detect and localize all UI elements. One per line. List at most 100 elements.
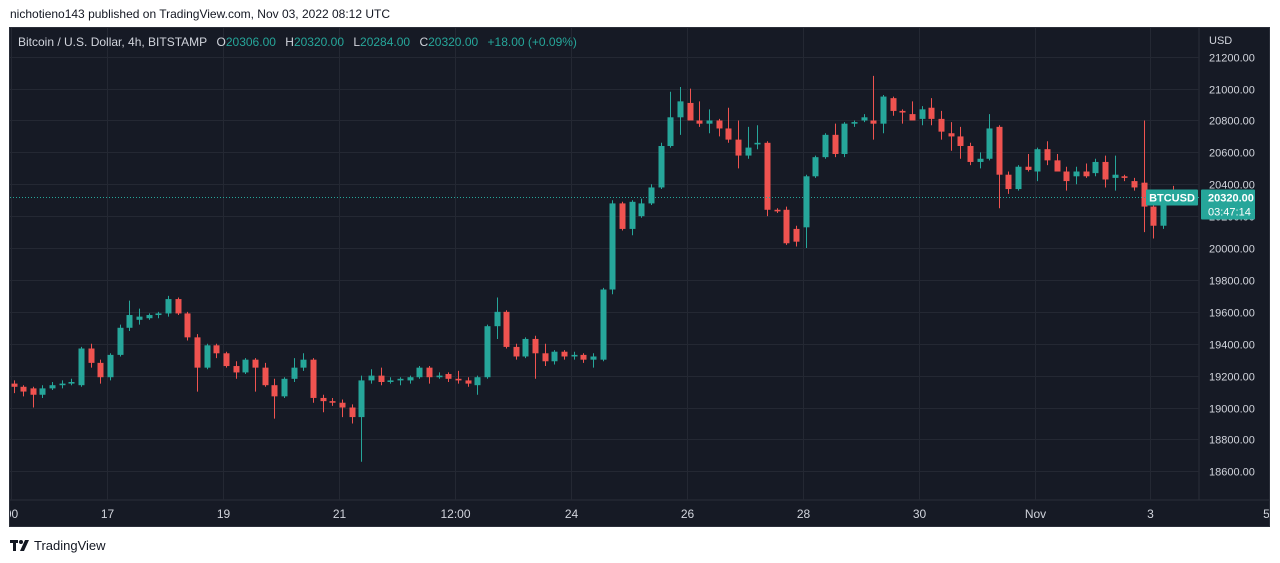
candle-down xyxy=(184,311,191,341)
candle-up xyxy=(1015,165,1022,191)
last-price-line: BTCUSD 20320.00 03:47:14 xyxy=(10,189,1255,220)
x-tick-label: 12:00 xyxy=(440,507,470,521)
candle-body xyxy=(1112,174,1119,178)
candle-down xyxy=(213,343,220,359)
candle-body xyxy=(223,353,230,367)
candle-body xyxy=(532,338,539,354)
candle-down xyxy=(1025,153,1032,172)
x-tick-label: Nov xyxy=(1025,507,1046,521)
candle-down xyxy=(1054,153,1061,172)
candle-body xyxy=(822,134,829,158)
candlestick-chart[interactable]: 00 17 19 21 12:00 24 26 28 30 Nov 3 5 18600.00 18800… xyxy=(10,28,1269,526)
price-tag-countdown: 03:47:14 xyxy=(1208,207,1251,219)
candle-up xyxy=(590,353,597,368)
candle-body xyxy=(165,299,172,314)
candle-body xyxy=(1034,149,1041,172)
candle-up xyxy=(522,337,529,359)
candle-body xyxy=(252,359,259,368)
time-axis: 00 17 19 21 12:00 24 26 28 30 Nov 3 5 xyxy=(10,507,1269,521)
tradingview-logo[interactable]: TradingView xyxy=(10,538,106,553)
candle-up xyxy=(358,375,365,462)
candle-up xyxy=(977,152,984,169)
candle-body xyxy=(919,109,926,119)
candle-body xyxy=(416,367,423,378)
candle-body xyxy=(880,96,887,124)
candle-body xyxy=(638,203,645,217)
candle-down xyxy=(1131,177,1138,191)
candle-body xyxy=(310,359,317,398)
candle-body xyxy=(320,397,327,402)
candle-body xyxy=(155,313,162,316)
candle-up xyxy=(397,377,404,386)
candle-down xyxy=(88,343,95,368)
candle-body xyxy=(387,380,394,382)
candle-down xyxy=(194,334,201,392)
candle-down xyxy=(783,206,790,245)
candle-body xyxy=(1073,171,1080,177)
brand-name: TradingView xyxy=(34,538,106,553)
candle-body xyxy=(561,351,568,357)
candle-body xyxy=(59,383,66,386)
candle-body xyxy=(745,147,752,156)
candle-down xyxy=(899,109,906,124)
candle-down xyxy=(735,120,742,169)
candle-down xyxy=(426,366,433,384)
x-tick-label: 00 xyxy=(10,507,18,521)
candle-up xyxy=(165,295,172,317)
candle-body xyxy=(175,299,182,314)
candle-up xyxy=(407,375,414,384)
candle-body xyxy=(899,110,906,113)
candle-body xyxy=(358,380,365,418)
candle-up xyxy=(242,358,249,375)
candle-body xyxy=(136,316,143,320)
candle-body xyxy=(580,354,587,360)
candle-down xyxy=(716,118,723,137)
candle-body xyxy=(764,142,771,210)
candle-up xyxy=(474,375,481,395)
currency-label: USD xyxy=(1209,35,1232,47)
y-tick-label: 19600.00 xyxy=(1209,308,1255,320)
candle-body xyxy=(126,315,133,328)
candle-down xyxy=(764,141,771,217)
candle-down xyxy=(909,101,916,121)
candle-up xyxy=(841,122,848,158)
candle-down xyxy=(1121,174,1128,182)
low-value: 20284.00 xyxy=(360,35,411,49)
candle-down xyxy=(1083,163,1090,178)
candle-up xyxy=(117,324,124,357)
chart-panel[interactable]: 00 17 19 21 12:00 24 26 28 30 Nov 3 5 18600.00 18800… xyxy=(9,27,1270,527)
y-tick-label: 20000.00 xyxy=(1209,244,1255,256)
candle-up xyxy=(861,114,868,123)
candle-up xyxy=(754,125,761,150)
candle-up xyxy=(803,174,810,249)
candle-body xyxy=(436,375,443,378)
candle-body xyxy=(271,385,278,397)
candle-up xyxy=(745,126,752,159)
change-value: +18.00 (+0.09%) xyxy=(487,35,577,49)
candle-up xyxy=(609,200,616,295)
candle-down xyxy=(725,107,732,143)
candle-body xyxy=(513,346,520,357)
candle-up xyxy=(571,351,578,360)
candle-down xyxy=(11,380,18,394)
candle-down xyxy=(1141,120,1148,233)
candle-down xyxy=(1005,171,1012,194)
candle-body xyxy=(1102,161,1109,180)
candle-down xyxy=(1063,166,1070,191)
candle-body xyxy=(329,401,336,403)
price-tag-bg xyxy=(1201,189,1255,220)
candle-down xyxy=(967,142,974,166)
candle-down xyxy=(619,201,626,231)
candle-body xyxy=(648,187,655,204)
candle-down xyxy=(233,361,240,379)
candle-up xyxy=(126,300,133,331)
candle-down xyxy=(445,372,452,382)
candle-body xyxy=(1044,149,1051,161)
candle-body xyxy=(233,366,240,373)
candle-body xyxy=(339,402,346,408)
candle-body xyxy=(88,348,95,363)
candle-down xyxy=(696,101,703,127)
candle-down xyxy=(580,353,587,363)
y-tick-label: 19000.00 xyxy=(1209,404,1255,416)
candle-body xyxy=(542,353,549,362)
